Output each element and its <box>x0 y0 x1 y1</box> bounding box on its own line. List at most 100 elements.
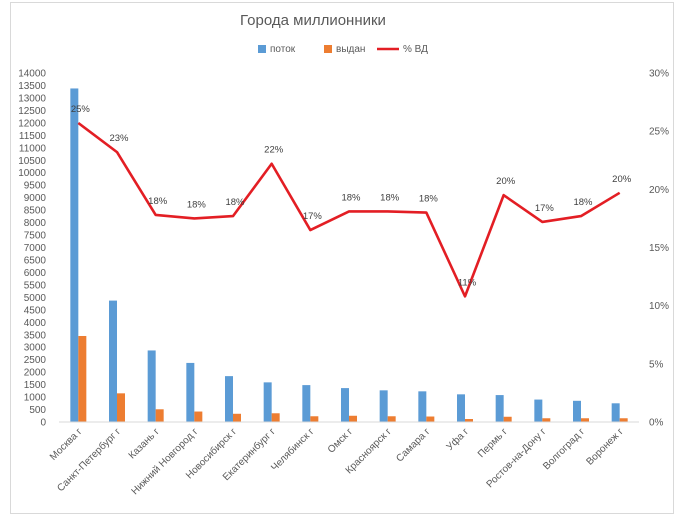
left-axis-tick-label: 10500 <box>18 156 46 167</box>
bar-vydan <box>117 393 125 422</box>
right-axis-tick-label: 30% <box>649 69 669 80</box>
left-axis-tick-label: 5000 <box>24 293 47 304</box>
left-axis-tick-label: 5500 <box>24 280 47 291</box>
left-axis-tick-label: 3500 <box>24 330 47 341</box>
left-axis-tick-label: 6500 <box>24 255 47 266</box>
left-axis-tick-label: 10000 <box>18 168 46 179</box>
data-label-pct: 11% <box>458 277 477 288</box>
right-axis-tick-label: 15% <box>649 243 669 254</box>
legend-swatch <box>258 45 266 53</box>
bar-potok <box>109 300 117 422</box>
bar-potok <box>341 388 349 422</box>
x-tick-label: Казань г <box>127 426 162 461</box>
bar-potok <box>263 382 272 422</box>
left-axis-tick-label: 12500 <box>18 106 46 117</box>
bar-potok <box>495 395 504 422</box>
bar-vydan <box>349 415 357 422</box>
left-axis-tick-label: 13000 <box>18 93 46 104</box>
left-axis-tick-label: 12000 <box>18 118 46 129</box>
bar-potok <box>186 362 195 422</box>
bar-vydan <box>387 416 396 422</box>
left-axis-tick-label: 3000 <box>24 343 47 354</box>
bar-vydan <box>310 416 319 422</box>
right-axis-tick-label: 5% <box>649 359 664 370</box>
legend-label: % ВД <box>403 44 428 55</box>
data-label-pct: 23% <box>109 133 129 144</box>
left-axis-tick-label: 1000 <box>24 393 47 404</box>
right-axis-tick-label: 0% <box>649 418 664 429</box>
chart-frame <box>10 2 674 514</box>
bar-potok <box>418 391 427 422</box>
left-axis-tick-label: 0 <box>40 418 46 429</box>
bar-vydan <box>155 409 164 422</box>
left-axis-tick-label: 14000 <box>18 69 46 80</box>
legend-label: выдан <box>336 44 365 55</box>
right-axis-tick-label: 25% <box>649 127 669 138</box>
data-label-pct: 22% <box>264 145 284 156</box>
bar-potok <box>573 400 581 422</box>
right-axis-tick-label: 20% <box>649 185 669 196</box>
bar-vydan <box>465 419 473 422</box>
bar-vydan <box>271 413 280 422</box>
bar-vydan <box>619 418 628 422</box>
right-axis: 0% 5% 10% 15% 20% 25% 30% <box>649 69 669 429</box>
left-axis-tick-label: 2000 <box>24 368 47 379</box>
legend: поток выдан % ВД <box>258 44 428 55</box>
bar-potok <box>534 399 543 422</box>
data-label-pct: 17% <box>535 203 555 214</box>
left-axis-tick-label: 9500 <box>24 181 47 192</box>
bar-vydan <box>426 416 435 422</box>
data-label-pct: 18% <box>148 196 168 207</box>
data-label-pct: 18% <box>573 197 593 208</box>
data-label-pct: 18% <box>419 194 439 205</box>
bar-vydan <box>542 418 551 422</box>
left-axis-tick-label: 4000 <box>24 318 47 329</box>
bar-potok <box>70 88 79 422</box>
bar-vydan <box>194 411 203 422</box>
data-label-pct: 18% <box>380 192 400 203</box>
right-axis-tick-label: 10% <box>649 301 669 312</box>
legend-label: поток <box>270 44 296 55</box>
left-axis-tick-label: 4500 <box>24 305 47 316</box>
bar-potok <box>457 394 465 422</box>
x-tick-label: Пермь г <box>476 426 510 460</box>
bar-vydan <box>581 418 589 422</box>
data-label-pct: 18% <box>341 192 361 203</box>
left-axis-tick-label: 13500 <box>18 81 46 92</box>
bars-group <box>70 88 628 422</box>
data-label-pct: 17% <box>303 211 323 222</box>
left-axis-tick-label: 7500 <box>24 231 47 242</box>
data-label-pct: 20% <box>496 176 516 187</box>
left-axis-tick-label: 8000 <box>24 218 47 229</box>
x-tick-label: Нижний Новгород г <box>130 426 201 497</box>
bar-potok <box>611 403 620 422</box>
bar-potok <box>379 390 388 422</box>
x-tick-label: Уфа г <box>444 425 472 453</box>
data-label-pct: 18% <box>225 197 245 208</box>
x-tick-label: Самара г <box>394 426 432 464</box>
bar-potok <box>225 376 233 422</box>
left-axis-tick-label: 2500 <box>24 355 47 366</box>
x-tick-label: Волгоград г <box>541 426 587 472</box>
left-axis-tick-label: 9000 <box>24 193 47 204</box>
legend-swatch <box>324 45 332 53</box>
bar-potok <box>147 350 156 422</box>
left-axis-tick-label: 11500 <box>19 131 47 142</box>
line-pct-vd <box>77 121 621 298</box>
left-axis-tick-label: 6000 <box>24 268 47 279</box>
left-axis-tick-label: 500 <box>29 405 46 416</box>
x-tick-label: Москва г <box>48 426 85 463</box>
left-axis-tick-label: 8500 <box>24 206 47 217</box>
left-axis-tick-label: 11000 <box>19 143 47 154</box>
left-axis-tick-label: 1500 <box>24 380 47 391</box>
chart-title: Города миллионники <box>240 12 386 29</box>
bar-vydan <box>503 416 512 422</box>
data-label-pct: 25% <box>71 104 91 115</box>
x-tick-label: Воронеж г <box>584 426 626 468</box>
data-label-pct: 18% <box>187 199 207 210</box>
left-axis-tick-label: 7000 <box>24 243 47 254</box>
data-label-pct: 20% <box>612 174 632 185</box>
line-group: 25% 23% 18% 18% 18% 22% 17% 18% 18% 18% 11% 20% 17% 1… <box>71 104 632 298</box>
